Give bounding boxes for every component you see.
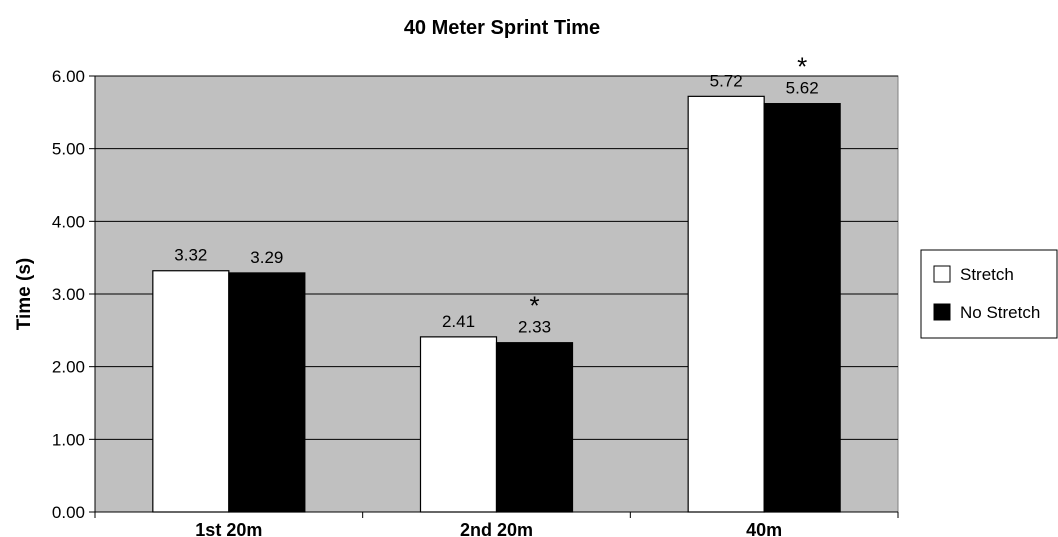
data-label: 3.32 <box>174 246 207 265</box>
y-tick-label: 5.00 <box>52 140 85 159</box>
bar-no-stretch <box>763 103 841 513</box>
legend-swatch <box>933 265 951 283</box>
data-label: 2.33 <box>518 318 551 337</box>
bar-stretch <box>419 336 498 513</box>
legend-box <box>920 249 1058 339</box>
legend: Stretch No Stretch <box>920 249 1058 339</box>
y-tick-label: 4.00 <box>52 212 85 231</box>
y-axis: 0.00 1.00 2.00 3.00 4.00 5.00 6.00 <box>52 67 96 522</box>
significance-star: * <box>797 52 807 82</box>
bars: 3.32 3.292.41 2.335.72 5.62** <box>152 52 841 513</box>
x-axis: 1st 20m 2nd 20m 40m <box>94 511 899 537</box>
x-tick-label: 1st 20m <box>195 520 262 537</box>
legend-swatch <box>933 303 951 321</box>
legend-label: No Stretch <box>960 303 1040 322</box>
data-label: 2.41 <box>442 312 475 331</box>
y-tick-label: 6.00 <box>52 67 85 86</box>
bar-stretch <box>687 95 765 513</box>
data-label: 5.72 <box>710 71 743 90</box>
y-axis-label: Time (s) <box>14 258 35 331</box>
y-tick-label: 0.00 <box>52 503 85 522</box>
y-tick-label: 3.00 <box>52 285 85 304</box>
data-label: 3.29 <box>250 248 283 267</box>
bar-stretch <box>152 270 230 513</box>
chart-title: 40 Meter Sprint Time <box>404 17 600 39</box>
x-tick-label: 40m <box>746 520 782 537</box>
bar-no-stretch <box>228 272 306 513</box>
data-label: 5.62 <box>786 79 819 98</box>
x-tick-label: 2nd 20m <box>460 520 533 537</box>
y-tick-label: 2.00 <box>52 358 85 377</box>
bar-no-stretch <box>495 342 574 513</box>
significance-star: * <box>529 291 539 321</box>
y-tick-label: 1.00 <box>52 430 85 449</box>
legend-label: Stretch <box>960 265 1014 284</box>
